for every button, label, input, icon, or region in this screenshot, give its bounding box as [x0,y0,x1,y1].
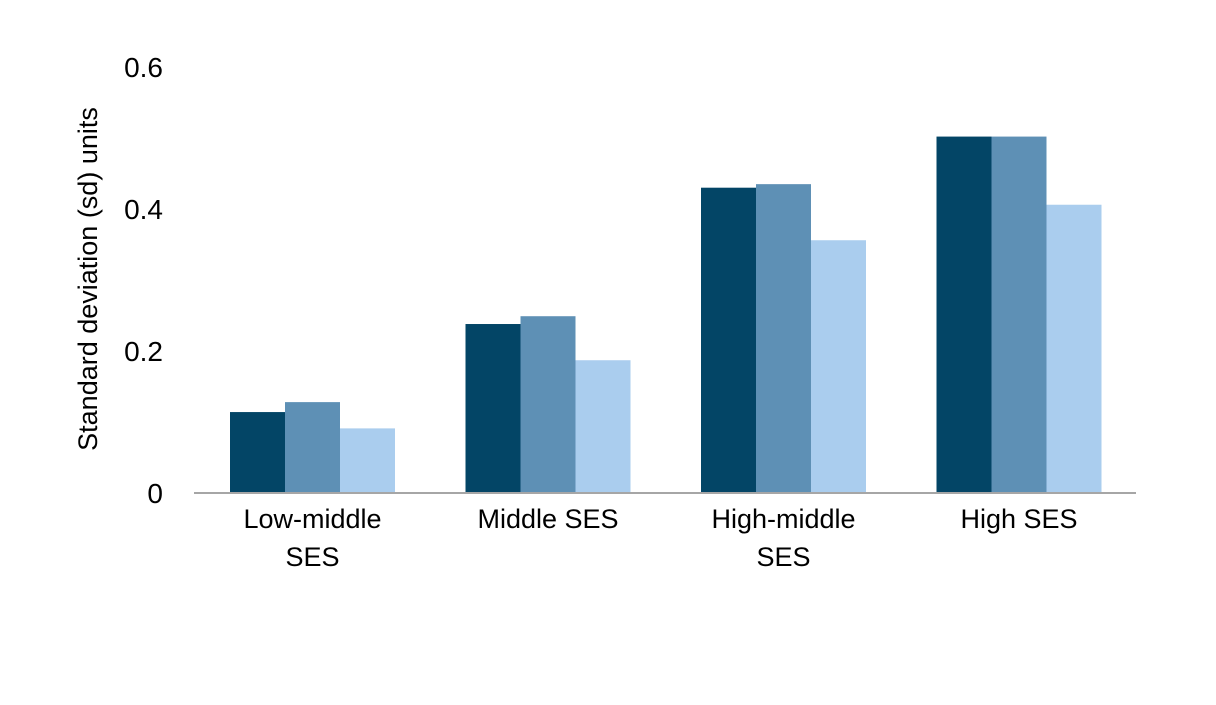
x-category-label: High-middle [711,504,855,534]
bars [230,136,1102,494]
bar-series-2-category-1 [285,402,340,493]
bar-series-2-category-3 [756,184,811,493]
bar-series-3-category-4 [1046,204,1102,494]
x-category-label: Middle SES [477,504,618,534]
x-category-label: SES [285,542,339,572]
bar-series-1-category-2 [465,324,521,493]
bar-series-1-category-1 [230,412,285,493]
x-category-label: Low-middle [243,504,381,534]
bar-series-1-category-3 [701,187,756,493]
bar-series-3-category-3 [811,240,866,493]
x-category-label: SES [756,542,810,572]
y-tick-label: 0.6 [124,52,163,83]
bar-series-2-category-4 [991,136,1047,493]
x-axis-labels: Low-middle SES Middle SES High-middle SES Hig… [243,504,1077,572]
y-axis-ticks: 0 0.2 0.4 0.6 [124,52,163,509]
y-tick-label: 0.2 [124,336,163,367]
y-axis-title-group: Standard deviation (sd) units [73,107,103,451]
x-category-label: High SES [960,504,1077,534]
y-tick-label: 0 [147,478,163,509]
bar-series-3-category-2 [575,360,631,493]
bar-series-3-category-1 [340,428,395,493]
y-axis-title: Standard deviation (sd) units [73,107,103,451]
bar-series-1-category-4 [936,136,992,493]
bar-series-2-category-2 [520,316,576,493]
y-tick-label: 0.4 [124,194,163,225]
